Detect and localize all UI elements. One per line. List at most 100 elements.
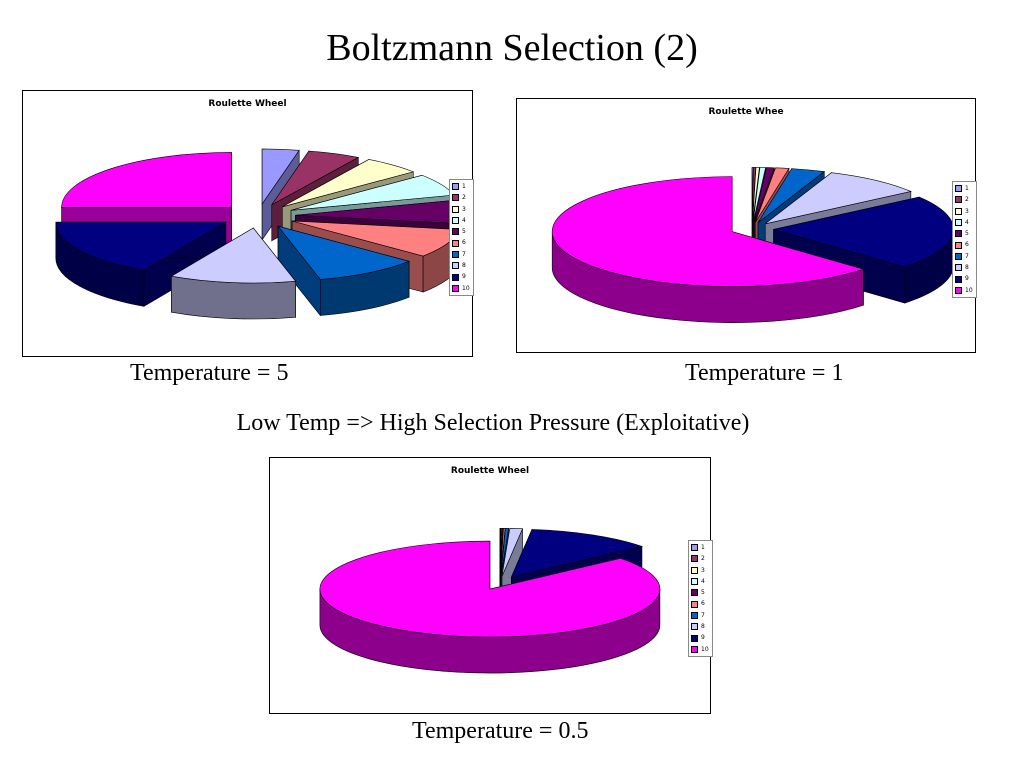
legend-swatch — [452, 194, 459, 202]
chart-temperature-5: Roulette Wheel 1 2 3 4 5 6 7 8 9 10 — [22, 90, 474, 357]
chart-title: Roulette Wheel — [208, 99, 287, 109]
legend-label: 6 — [965, 241, 969, 249]
legend-item-7: 7 — [955, 251, 973, 262]
subtitle: Low Temp => High Selection Pressure (Exp… — [236, 410, 750, 436]
legend-label: 10 — [701, 645, 709, 653]
legend-label: 3 — [462, 205, 466, 213]
legend-item-8: 8 — [452, 260, 470, 271]
legend-label: 10 — [462, 284, 470, 292]
pie-chart-svg — [55, 148, 466, 320]
legend-label: 7 — [965, 252, 969, 260]
pie-chart-svg — [551, 167, 954, 323]
chart-legend: 1 2 3 4 5 6 7 8 9 10 — [688, 540, 713, 657]
chart-legend: 1 2 3 4 5 6 7 8 9 10 — [449, 179, 474, 296]
legend-item-4: 4 — [955, 217, 973, 228]
chart-temperature-0-5: Roulette Wheel 1 2 3 4 5 6 7 8 9 10 — [269, 457, 713, 714]
legend-swatch — [955, 275, 962, 283]
legend-swatch — [955, 264, 962, 272]
legend-label: 7 — [701, 611, 705, 619]
legend-label: 4 — [701, 577, 705, 585]
legend-swatch — [452, 250, 459, 258]
caption-temperature-5: Temperature = 5 — [130, 360, 289, 386]
legend-swatch — [955, 219, 962, 227]
legend-label: 8 — [462, 262, 466, 270]
legend-item-3: 3 — [452, 204, 470, 215]
legend-swatch — [955, 196, 962, 204]
legend-item-2: 2 — [955, 194, 973, 205]
legend-swatch — [691, 645, 698, 653]
legend-label: 2 — [965, 196, 969, 204]
legend-label: 3 — [701, 566, 705, 574]
legend-swatch — [452, 284, 459, 292]
legend-label: 5 — [462, 228, 466, 236]
pie-slice-9 — [55, 221, 227, 307]
legend-item-4: 4 — [691, 576, 709, 587]
chart-legend: 1 2 3 4 5 6 7 8 9 10 — [952, 181, 977, 298]
legend-swatch — [452, 262, 459, 270]
legend-item-9: 9 — [691, 632, 709, 643]
legend-swatch — [691, 600, 698, 608]
legend-label: 8 — [965, 264, 969, 272]
legend-swatch — [955, 252, 962, 260]
legend-item-3: 3 — [691, 565, 709, 576]
pie-slice-10 — [551, 176, 865, 323]
legend-item-6: 6 — [955, 239, 973, 250]
legend-swatch — [955, 230, 962, 238]
legend-item-10: 10 — [452, 283, 470, 294]
legend-item-1: 1 — [452, 181, 470, 192]
legend-swatch — [691, 544, 698, 552]
legend-item-5: 5 — [691, 587, 709, 598]
legend-item-8: 8 — [691, 621, 709, 632]
legend-item-3: 3 — [955, 206, 973, 217]
legend-label: 4 — [965, 218, 969, 226]
legend-item-7: 7 — [691, 610, 709, 621]
legend-swatch — [955, 286, 962, 294]
legend-swatch — [691, 578, 698, 586]
legend-label: 1 — [462, 183, 466, 190]
legend-item-10: 10 — [955, 285, 973, 296]
legend-swatch — [691, 566, 698, 574]
legend-label: 5 — [701, 589, 705, 597]
legend-swatch — [452, 228, 459, 236]
legend-label: 2 — [462, 194, 466, 202]
legend-label: 1 — [701, 544, 705, 551]
legend-label: 1 — [965, 185, 969, 192]
legend-item-5: 5 — [452, 226, 470, 237]
chart-title: Roulette Whee — [708, 107, 784, 117]
pie-slice-9 — [773, 196, 954, 304]
legend-swatch — [955, 185, 962, 193]
legend-swatch — [691, 634, 698, 642]
legend-item-4: 4 — [452, 215, 470, 226]
legend-swatch — [691, 589, 698, 597]
legend-label: 9 — [462, 273, 466, 281]
legend-swatch — [452, 183, 459, 191]
legend-label: 10 — [965, 286, 973, 294]
legend-swatch — [955, 241, 962, 249]
legend-swatch — [452, 273, 459, 281]
legend-item-1: 1 — [691, 542, 709, 553]
legend-swatch — [452, 217, 459, 225]
chart-temperature-1: Roulette Whee 1 2 3 4 5 6 7 8 9 10 — [516, 98, 977, 353]
chart-title: Roulette Wheel — [450, 466, 530, 476]
pie-slice-10 — [319, 540, 661, 674]
legend-item-9: 9 — [955, 273, 973, 284]
legend-label: 7 — [462, 250, 466, 258]
slide-title: Boltzmann Selection (2) — [326, 27, 698, 69]
legend-item-1: 1 — [955, 183, 973, 194]
legend-item-8: 8 — [955, 262, 973, 273]
pie-chart-svg — [319, 527, 661, 674]
legend-label: 6 — [701, 600, 705, 608]
legend-item-2: 2 — [452, 192, 470, 203]
legend-item-6: 6 — [452, 237, 470, 248]
legend-item-6: 6 — [691, 598, 709, 609]
legend-swatch — [452, 239, 459, 247]
legend-label: 9 — [965, 275, 969, 283]
legend-item-10: 10 — [691, 644, 709, 655]
legend-label: 6 — [462, 239, 466, 247]
legend-label: 5 — [965, 230, 969, 238]
legend-item-5: 5 — [955, 228, 973, 239]
legend-label: 8 — [701, 623, 705, 631]
legend-item-9: 9 — [452, 271, 470, 282]
legend-swatch — [691, 611, 698, 619]
legend-swatch — [691, 555, 698, 563]
